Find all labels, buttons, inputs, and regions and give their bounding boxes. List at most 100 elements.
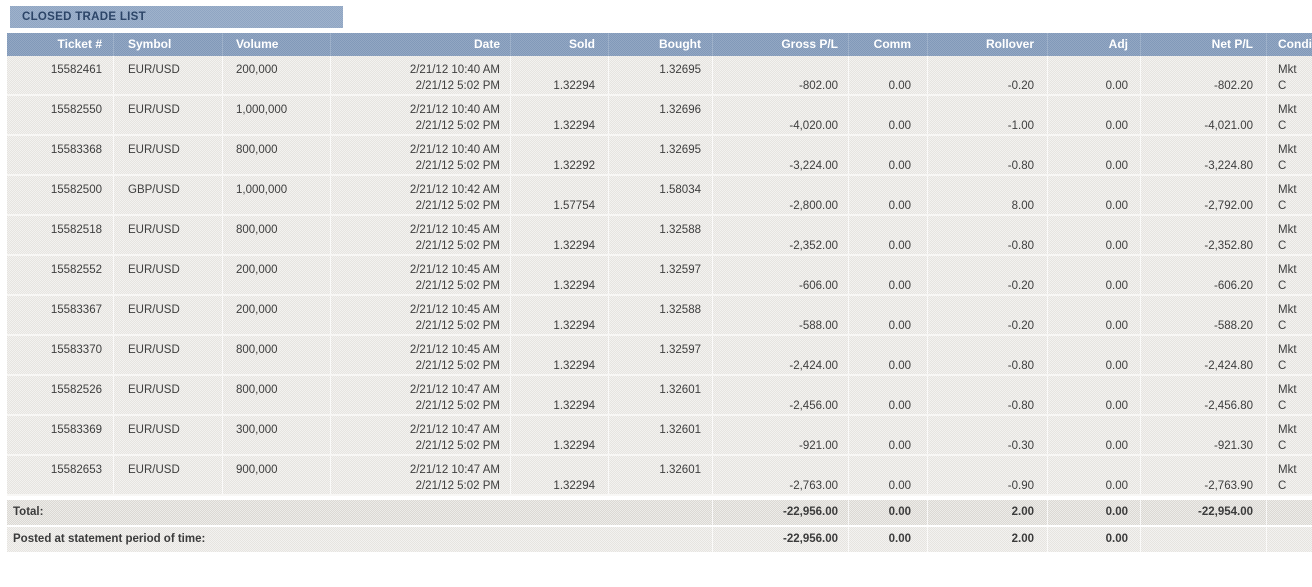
adj-cell: 0.00	[1047, 136, 1140, 174]
bought-cell: 1.32601	[608, 456, 712, 494]
column-header-bought: Bought	[608, 33, 712, 56]
adj-cell: 0.00	[1047, 96, 1140, 134]
ticket-cell: 15582653	[50, 464, 102, 476]
date-cell: 2/21/12 10:40 AM 2/21/12 5:02 PM	[330, 96, 510, 134]
net-pl-cell: -921.30	[1140, 416, 1266, 454]
ticket-cell: 15582526	[50, 384, 102, 396]
column-header-net-pl: Net P/L	[1140, 33, 1266, 56]
total-label: Total:	[13, 506, 44, 518]
ticket-cell: 15582550	[50, 104, 102, 116]
table-row: 15582526 EUR/USD 800,000 2/21/12 10:47 A…	[7, 376, 1312, 416]
net-pl-cell: -2,763.90	[1140, 456, 1266, 494]
comm-cell: 0.00	[848, 296, 927, 334]
net-pl-cell: -606.20	[1140, 256, 1266, 294]
ticket-cell: 15583370	[50, 344, 102, 356]
gross-pl-cell: -2,763.00	[712, 456, 848, 494]
sold-cell: 1.32294	[510, 376, 608, 414]
volume-cell: 800,000	[222, 336, 330, 374]
gross-pl-cell: -588.00	[712, 296, 848, 334]
condition-cell: Mkt C	[1266, 416, 1312, 454]
adj-cell: 0.00	[1047, 336, 1140, 374]
table-row: 15583370 EUR/USD 800,000 2/21/12 10:45 A…	[7, 336, 1312, 376]
gross-pl-cell: -606.00	[712, 256, 848, 294]
table-body: 15582461 EUR/USD 200,000 2/21/12 10:40 A…	[7, 56, 1312, 496]
volume-cell: 800,000	[222, 376, 330, 414]
volume-cell: 800,000	[222, 136, 330, 174]
rollover-cell: 8.00	[927, 176, 1047, 214]
total-net-pl: -22,954.00	[1140, 500, 1266, 525]
date-cell: 2/21/12 10:45 AM 2/21/12 5:02 PM	[330, 336, 510, 374]
adj-cell: 0.00	[1047, 376, 1140, 414]
bought-cell: 1.32695	[608, 136, 712, 174]
table-row: 15582552 EUR/USD 200,000 2/21/12 10:45 A…	[7, 256, 1312, 296]
posted-row: Posted at statement period of time: -22,…	[7, 527, 1312, 552]
date-cell: 2/21/12 10:45 AM 2/21/12 5:02 PM	[330, 216, 510, 254]
date-cell: 2/21/12 10:47 AM 2/21/12 5:02 PM	[330, 456, 510, 494]
gross-pl-cell: -2,424.00	[712, 336, 848, 374]
symbol-cell: EUR/USD	[113, 416, 222, 454]
bought-cell: 1.32601	[608, 416, 712, 454]
posted-condition	[1266, 527, 1312, 552]
adj-cell: 0.00	[1047, 456, 1140, 494]
adj-cell: 0.00	[1047, 216, 1140, 254]
rollover-cell: -0.20	[927, 256, 1047, 294]
column-header-comm: Comm	[848, 33, 927, 56]
adj-cell: 0.00	[1047, 56, 1140, 94]
date-cell: 2/21/12 10:47 AM 2/21/12 5:02 PM	[330, 376, 510, 414]
sold-cell: 1.32294	[510, 416, 608, 454]
column-header-volume: Volume	[222, 33, 330, 56]
symbol-cell: EUR/USD	[113, 56, 222, 94]
condition-cell: Mkt C	[1266, 256, 1312, 294]
posted-label: Posted at statement period of time:	[13, 533, 206, 545]
ticket-cell: 15583367	[50, 304, 102, 316]
sold-cell: 1.57754	[510, 176, 608, 214]
condition-cell: Mkt C	[1266, 56, 1312, 94]
rollover-cell: -0.80	[927, 376, 1047, 414]
volume-cell: 1,000,000	[222, 176, 330, 214]
posted-adj: 0.00	[1047, 527, 1140, 552]
net-pl-cell: -3,224.80	[1140, 136, 1266, 174]
net-pl-cell: -802.20	[1140, 56, 1266, 94]
gross-pl-cell: -2,352.00	[712, 216, 848, 254]
table-row: 15582461 EUR/USD 200,000 2/21/12 10:40 A…	[7, 56, 1312, 96]
closed-trades-table: Ticket # Symbol Volume Date Sold Bought …	[7, 33, 1312, 552]
table-row: 15582653 EUR/USD 900,000 2/21/12 10:47 A…	[7, 456, 1312, 496]
adj-cell: 0.00	[1047, 296, 1140, 334]
ticket-cell: 15582552	[50, 264, 102, 276]
date-cell: 2/21/12 10:47 AM 2/21/12 5:02 PM	[330, 416, 510, 454]
bought-cell: 1.32597	[608, 336, 712, 374]
table-row: 15583368 EUR/USD 800,000 2/21/12 10:40 A…	[7, 136, 1312, 176]
sold-cell: 1.32294	[510, 336, 608, 374]
condition-cell: Mkt C	[1266, 96, 1312, 134]
condition-cell: Mkt C	[1266, 336, 1312, 374]
bought-cell: 1.32695	[608, 56, 712, 94]
volume-cell: 200,000	[222, 256, 330, 294]
adj-cell: 0.00	[1047, 416, 1140, 454]
date-cell: 2/21/12 10:45 AM 2/21/12 5:02 PM	[330, 256, 510, 294]
column-header-sold: Sold	[510, 33, 608, 56]
comm-cell: 0.00	[848, 416, 927, 454]
sold-cell: 1.32294	[510, 96, 608, 134]
symbol-cell: EUR/USD	[113, 376, 222, 414]
bought-cell: 1.32696	[608, 96, 712, 134]
column-header-gross-pl: Gross P/L	[712, 33, 848, 56]
gross-pl-cell: -802.00	[712, 56, 848, 94]
panel-tab: CLOSED TRADE LIST	[10, 6, 343, 28]
posted-gross-pl: -22,956.00	[712, 527, 848, 552]
net-pl-cell: -2,424.80	[1140, 336, 1266, 374]
condition-cell: Mkt C	[1266, 456, 1312, 494]
comm-cell: 0.00	[848, 96, 927, 134]
rollover-cell: -0.20	[927, 296, 1047, 334]
volume-cell: 200,000	[222, 296, 330, 334]
posted-net-pl	[1140, 527, 1266, 552]
volume-cell: 300,000	[222, 416, 330, 454]
total-rollover: 2.00	[927, 500, 1047, 525]
comm-cell: 0.00	[848, 376, 927, 414]
table-row: 15582550 EUR/USD 1,000,000 2/21/12 10:40…	[7, 96, 1312, 136]
rollover-cell: -0.20	[927, 56, 1047, 94]
sold-cell: 1.32294	[510, 256, 608, 294]
volume-cell: 800,000	[222, 216, 330, 254]
bought-cell: 1.32597	[608, 256, 712, 294]
column-header-ticket: Ticket #	[57, 37, 102, 51]
symbol-cell: EUR/USD	[113, 136, 222, 174]
